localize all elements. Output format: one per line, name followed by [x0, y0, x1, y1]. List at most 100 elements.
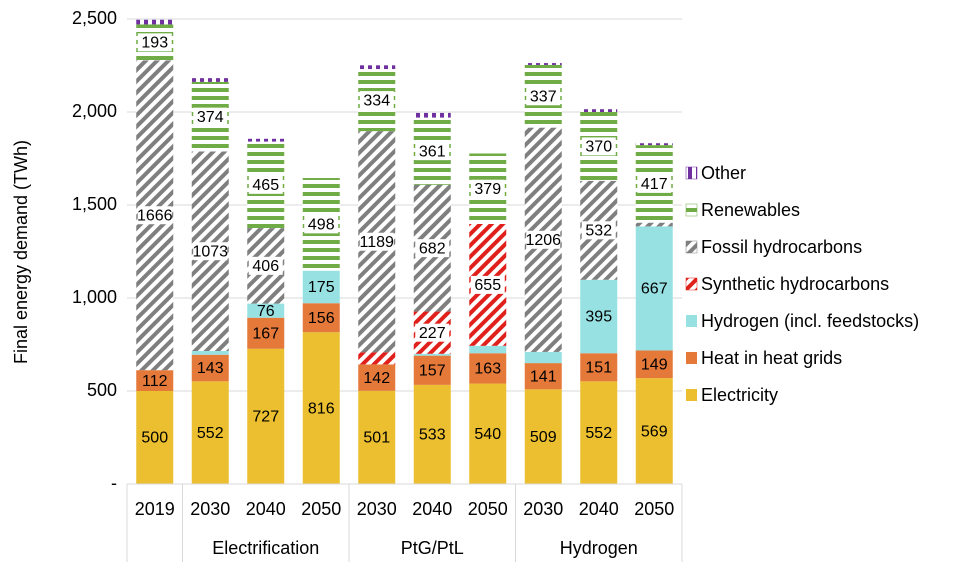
group-label: Hydrogen	[560, 538, 638, 558]
legend-swatch	[685, 240, 698, 254]
bar-segment	[191, 78, 229, 82]
bar-segment	[302, 332, 340, 484]
data-label: 379	[474, 181, 501, 198]
data-label: 1206	[525, 232, 561, 249]
data-label: 337	[530, 89, 557, 106]
legend-label: Fossil hydrocarbons	[701, 237, 862, 257]
x-tick-label: 2050	[468, 499, 508, 519]
x-tick-label: 2040	[246, 499, 286, 519]
bar-segment	[136, 391, 174, 484]
data-label-bg	[470, 179, 505, 198]
data-label: 552	[585, 425, 612, 442]
bar-segment	[413, 355, 451, 385]
data-label: 540	[474, 426, 501, 443]
group-label: PtG/PtL	[401, 538, 464, 558]
bar-segment	[524, 363, 562, 390]
bar-segment	[358, 364, 396, 391]
data-label: 193	[141, 35, 168, 52]
bar-segment	[247, 303, 285, 318]
data-label: 501	[363, 430, 390, 447]
bar-segment	[191, 354, 229, 382]
data-label: 76	[257, 303, 275, 320]
bar-segment	[635, 143, 673, 146]
x-tick-label: 2040	[412, 499, 452, 519]
bar-segment	[191, 351, 229, 355]
bar-segment	[580, 353, 618, 382]
data-label: 816	[308, 400, 335, 417]
data-label-bg	[415, 239, 450, 258]
y-axis-label: Final energy demand (TWh)	[11, 140, 31, 364]
data-label: 163	[474, 361, 501, 378]
bar-segment	[635, 378, 673, 484]
bar-segment	[358, 390, 396, 484]
bar-segment	[635, 226, 673, 351]
bar-segment	[469, 345, 507, 354]
legend-swatch	[685, 166, 698, 180]
data-label: 142	[363, 370, 390, 387]
bar-segment	[136, 370, 174, 391]
data-label: 151	[585, 360, 612, 377]
data-label-bg	[193, 242, 228, 261]
data-label-bg	[248, 256, 283, 275]
legend-label: Electricity	[701, 385, 778, 405]
x-tick-label: 2030	[357, 499, 397, 519]
bar-segment	[413, 112, 451, 118]
legend-swatch	[685, 277, 698, 291]
x-tick-label: 2030	[523, 499, 563, 519]
data-label: 417	[641, 176, 668, 193]
bar-segment	[358, 352, 396, 365]
data-label: 1189	[360, 234, 395, 251]
data-label: 374	[197, 109, 224, 126]
bar-segment	[302, 270, 340, 304]
data-label: 569	[641, 423, 668, 440]
bar-segment	[524, 351, 562, 364]
bar-segment	[413, 353, 451, 356]
data-label: 141	[530, 368, 557, 385]
legend-swatch	[686, 352, 697, 364]
y-tick-label: 1,000	[72, 287, 117, 307]
bar-segment	[136, 19, 174, 25]
data-label: 334	[363, 92, 390, 109]
data-label: 727	[252, 409, 279, 426]
data-label: 552	[197, 425, 224, 442]
bar-segment	[524, 389, 562, 484]
data-label: 175	[308, 279, 335, 296]
legend-label: Synthetic hydrocarbons	[701, 274, 889, 294]
legend-label: Hydrogen (incl. feedstocks)	[701, 311, 919, 331]
bar-segment	[191, 381, 229, 484]
data-label-bg	[193, 107, 228, 126]
data-label: 533	[419, 427, 446, 444]
data-label: 157	[419, 362, 446, 379]
data-label-bg	[359, 91, 394, 110]
data-label: 498	[308, 217, 335, 234]
bar-segment	[580, 109, 618, 112]
data-label: 532	[585, 223, 612, 240]
group-label: Electrification	[212, 538, 319, 558]
bar-segment	[580, 381, 618, 484]
data-label: 143	[197, 360, 224, 377]
data-label-bg	[137, 206, 172, 225]
data-label-bg	[470, 275, 505, 294]
bar-segment	[469, 383, 507, 484]
x-tick-label: 2050	[634, 499, 674, 519]
data-label: 655	[474, 277, 501, 294]
data-label: 156	[308, 310, 335, 327]
data-label-bg	[581, 221, 616, 240]
bar-segment	[247, 138, 285, 142]
data-label: 1666	[137, 207, 173, 224]
x-tick-label: 2030	[190, 499, 230, 519]
legend-swatch	[686, 389, 697, 401]
data-label: 1073	[192, 243, 228, 260]
data-label-bg	[526, 87, 561, 106]
bar-segment	[469, 353, 507, 384]
data-label-bg	[137, 33, 172, 52]
y-tick-label: 2,500	[72, 8, 117, 28]
bar-segment	[524, 63, 562, 65]
data-label: 361	[419, 143, 446, 160]
bar-segment	[302, 303, 340, 333]
x-tick-label: 2050	[301, 499, 341, 519]
data-label: 370	[585, 139, 612, 156]
bar-segment	[247, 348, 285, 484]
data-label: 465	[252, 177, 279, 194]
